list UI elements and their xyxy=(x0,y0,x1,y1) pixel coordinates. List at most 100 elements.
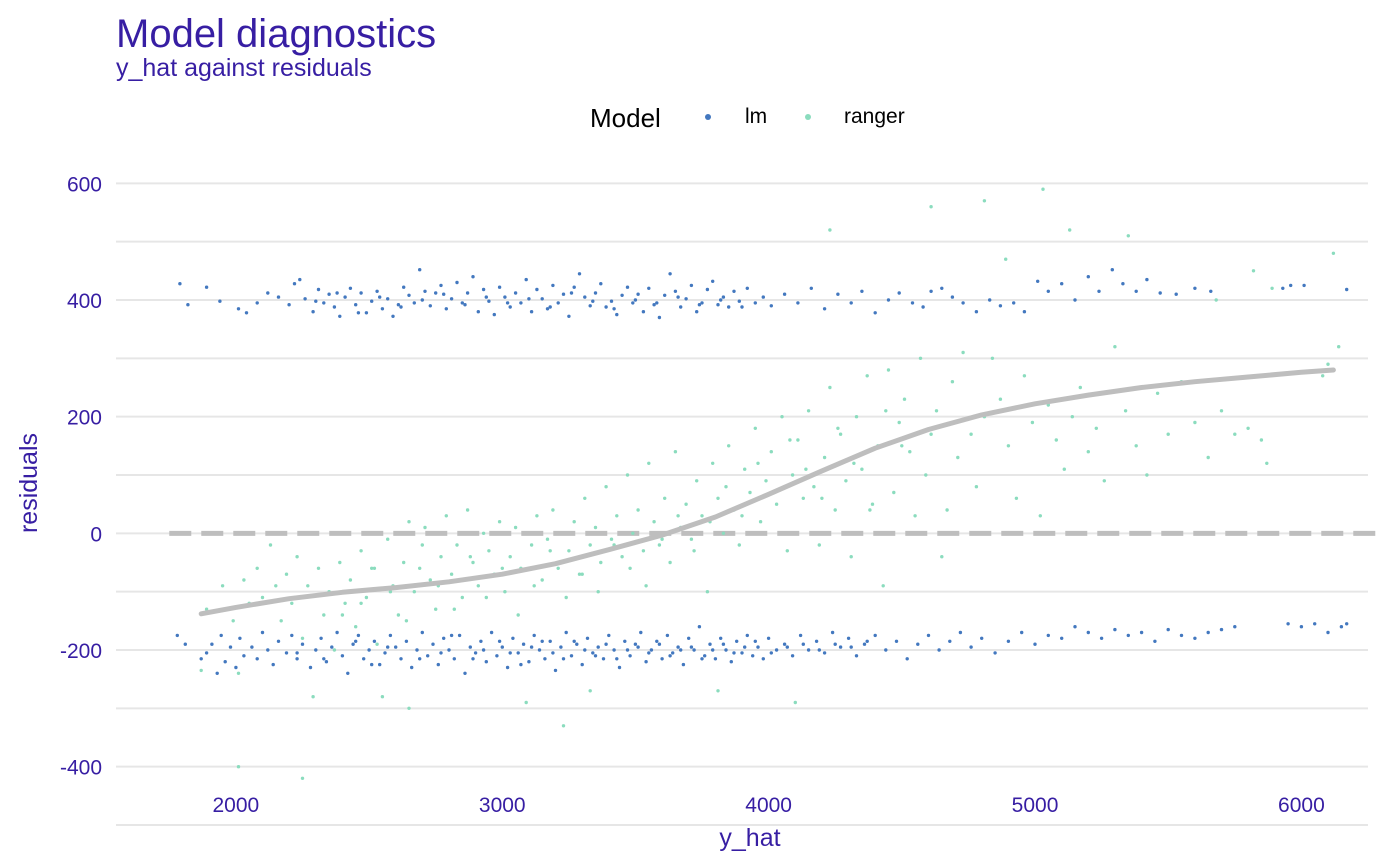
data-point-lm xyxy=(335,630,339,635)
data-point-lm xyxy=(284,651,289,655)
data-point-lm xyxy=(322,301,326,305)
data-point-lm xyxy=(250,645,254,649)
data-point-ranger xyxy=(268,543,273,547)
series-lm xyxy=(175,268,1349,675)
data-point-lm xyxy=(370,662,374,667)
data-point-ranger xyxy=(812,485,816,489)
data-point-lm xyxy=(314,648,318,652)
data-point-ranger xyxy=(1233,432,1237,436)
data-point-lm xyxy=(1046,633,1051,638)
data-point-ranger xyxy=(615,514,619,518)
data-point-lm xyxy=(426,654,430,658)
data-point-ranger xyxy=(628,566,632,570)
data-point-lm xyxy=(1326,630,1330,635)
data-point-lm xyxy=(577,272,582,276)
data-point-lm xyxy=(929,289,933,293)
data-point-ranger xyxy=(279,619,283,623)
data-point-lm xyxy=(601,657,606,661)
data-point-lm xyxy=(362,657,366,661)
data-point-lm xyxy=(615,657,619,661)
data-point-lm xyxy=(905,657,909,661)
data-point-lm xyxy=(671,651,675,655)
data-point-lm xyxy=(551,651,555,655)
data-point-ranger xyxy=(455,543,459,547)
data-point-ranger xyxy=(969,432,973,436)
data-point-lm xyxy=(921,305,925,309)
data-point-lm xyxy=(1036,279,1040,283)
data-point-ranger xyxy=(545,537,550,541)
data-point-lm xyxy=(756,645,760,649)
data-point-ranger xyxy=(1246,426,1250,430)
data-point-ranger xyxy=(380,695,385,699)
data-point-lm xyxy=(266,648,270,652)
data-point-ranger xyxy=(689,537,694,541)
data-point-lm xyxy=(346,671,350,675)
data-point-lm xyxy=(455,280,459,285)
data-point-lm xyxy=(998,304,1003,308)
data-point-lm xyxy=(969,645,973,649)
data-point-lm xyxy=(228,645,233,649)
data-point-lm xyxy=(359,291,363,295)
data-point-lm xyxy=(689,283,694,288)
legend-key-lm xyxy=(705,114,711,120)
data-point-lm xyxy=(774,648,779,652)
data-point-lm xyxy=(676,295,680,299)
data-point-ranger xyxy=(1102,479,1107,483)
data-point-lm xyxy=(394,645,398,649)
data-point-lm xyxy=(713,657,718,661)
data-point-ranger xyxy=(476,584,480,588)
data-point-lm xyxy=(436,662,440,667)
data-point-ranger xyxy=(500,566,504,570)
legend-key-ranger xyxy=(805,114,811,120)
y-tick-label: 400 xyxy=(67,290,102,313)
data-point-lm xyxy=(407,293,411,297)
data-point-lm xyxy=(1022,310,1027,314)
x-tick-label: 2000 xyxy=(213,794,260,817)
data-point-lm xyxy=(796,301,800,305)
data-point-ranger xyxy=(998,397,1003,401)
data-point-lm xyxy=(596,645,600,649)
data-point-ranger xyxy=(1062,467,1067,471)
data-point-lm xyxy=(511,636,515,640)
page-title: Model diagnostics xyxy=(116,12,437,56)
data-point-ranger xyxy=(487,549,491,553)
data-point-ranger xyxy=(631,531,635,535)
data-point-ranger xyxy=(748,490,752,495)
data-point-lm xyxy=(860,289,864,293)
data-point-ranger xyxy=(1331,251,1336,255)
y-axis-title: residuals xyxy=(15,433,43,533)
data-point-lm xyxy=(1134,289,1138,293)
data-point-lm xyxy=(380,307,385,311)
data-point-lm xyxy=(276,639,281,643)
data-point-ranger xyxy=(556,566,560,570)
data-point-ranger xyxy=(801,496,805,500)
data-point-ranger xyxy=(359,549,363,553)
data-point-lm xyxy=(652,303,656,307)
data-point-lm xyxy=(545,307,550,311)
data-point-lm xyxy=(719,636,723,640)
data-point-ranger xyxy=(567,549,571,553)
data-point-lm xyxy=(591,651,595,655)
data-point-ranger xyxy=(290,601,294,605)
data-point-lm xyxy=(910,301,915,305)
data-point-lm xyxy=(886,298,891,302)
data-point-lm xyxy=(327,292,331,296)
data-point-lm xyxy=(290,633,294,638)
data-point-lm xyxy=(481,287,486,292)
data-point-lm xyxy=(551,283,555,288)
data-point-lm xyxy=(769,304,773,308)
y-tick-label: -200 xyxy=(60,640,102,663)
data-point-ranger xyxy=(780,415,784,419)
data-point-ranger xyxy=(1022,374,1027,378)
data-point-lm xyxy=(873,311,877,315)
data-point-ranger xyxy=(737,543,741,547)
data-point-lm xyxy=(753,301,757,305)
data-point-lm xyxy=(721,295,726,299)
data-point-lm xyxy=(849,301,853,305)
data-point-lm xyxy=(567,314,571,318)
data-point-ranger xyxy=(652,520,656,524)
data-point-lm xyxy=(561,657,566,661)
data-point-lm xyxy=(609,299,614,303)
data-point-lm xyxy=(540,639,544,643)
data-point-ranger xyxy=(609,537,614,541)
